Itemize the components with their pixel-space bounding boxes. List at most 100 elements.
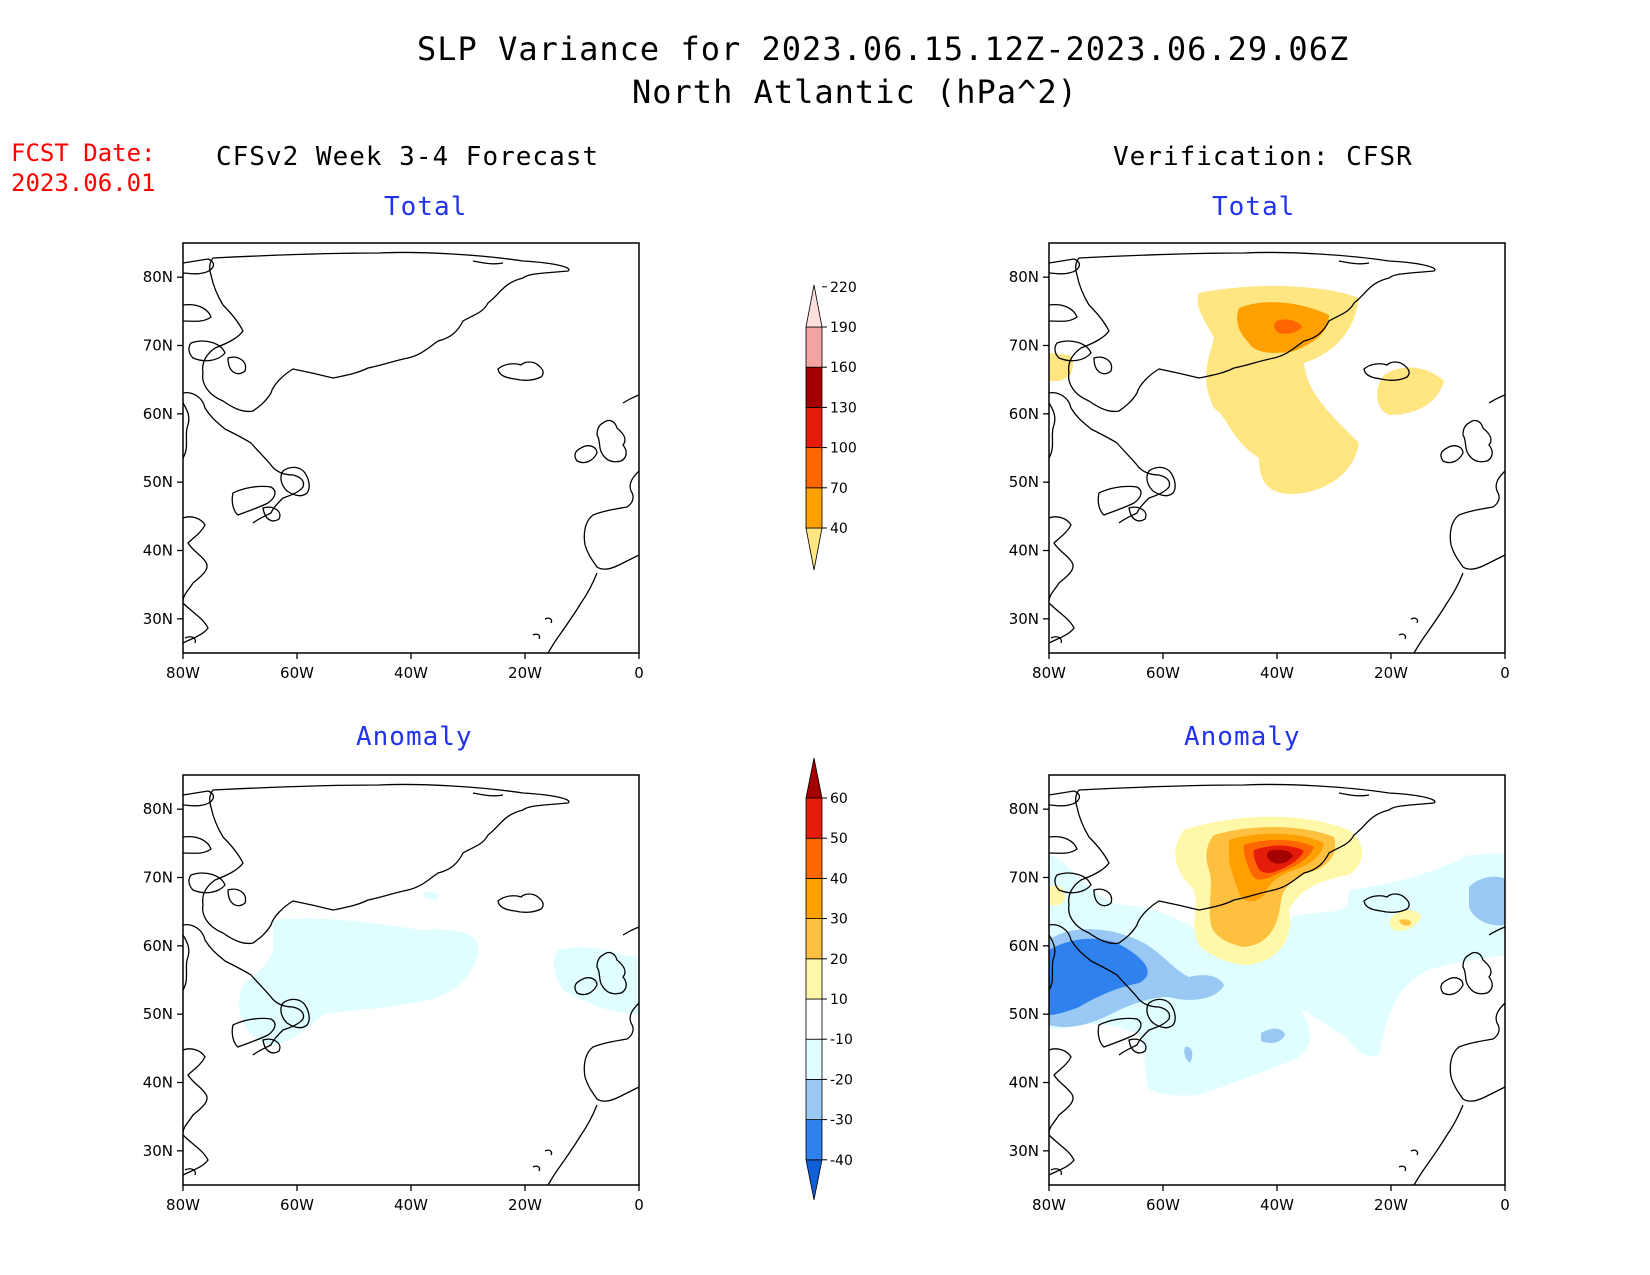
colorbar-tick-label: -10 [830,1032,853,1048]
lat-tick-label: 80N [1009,268,1039,286]
lat-tick-label: 70N [143,869,173,887]
colorbar-tick-label: 60 [830,791,848,807]
lat-tick-label: 50N [143,473,173,491]
colorbar-swatch [805,918,823,960]
lat-tick-label: 50N [1009,473,1039,491]
colorbar-tick-label: 190 [830,320,857,336]
lon-tick-label: 80W [166,1196,200,1214]
colorbar-tick-label: -40 [830,1153,853,1169]
variance-40-70-region [1049,353,1074,381]
colorbar-swatch [805,326,823,368]
verification-total-title: Total [1212,192,1296,222]
forecast-anomaly-title: Anomaly [356,722,473,752]
anomaly-neg30-neg40-region [1049,938,1148,1015]
lat-tick-label: 40N [143,542,173,560]
lat-tick-label: 30N [1009,1142,1039,1160]
forecast-anomaly-map: 80N 70N 60N 50N 40N 30N 80W 60W 40W 20W 0 [143,774,644,1214]
colorbar-tick-label: 10 [830,992,848,1008]
anomaly-neg10-neg20-region [239,918,479,1046]
colorbar-swatch [805,1038,823,1080]
colorbar-swatch [805,837,823,879]
colorbar-tick-label: -30 [830,1113,853,1129]
colorbar-swatch [805,998,823,1040]
lon-tick-label: 40W [1260,1196,1294,1214]
colorbar-tick-label: 50 [830,831,848,847]
colorbar-swatch [805,366,823,408]
colorbar-tick-label: 20 [830,952,848,968]
variance-100-130-region [1274,319,1302,334]
lat-tick-label: 80N [1009,800,1039,818]
verification-total-map: 80N 70N 60N 50N 40N 30N 80W 60W 40W 20W 0 [1009,242,1510,682]
coastlines [182,251,640,654]
colorbar-tick-label: -20 [830,1072,853,1088]
lon-tick-label: 40W [394,1196,428,1214]
variance-40-70-region [1197,286,1359,494]
lat-tick-label: 30N [143,610,173,628]
anomaly-colorbar: -40 -30 -20 -10 10 20 30 40 50 60 [805,757,853,1200]
figure-subtitle: North Atlantic (hPa^2) [632,73,1078,111]
lat-tick-label: 30N [143,1142,173,1160]
lat-tick-label: 70N [1009,337,1039,355]
total-colorbar: 40 70 100 130 160 190 220 [805,280,857,571]
variance-shading [1049,286,1444,494]
lon-tick-label: 60W [280,1196,314,1214]
colorbar-swatch [805,447,823,489]
lat-tick-label: 60N [143,937,173,955]
anomaly-neg20-neg30-region [1469,876,1505,926]
verification-anomaly-map: 80N 70N 60N 50N 40N 30N 80W 60W 40W 20W 0 [1009,774,1510,1214]
anomaly-neg20-neg30-region [1261,1028,1285,1043]
lat-tick-label: 40N [1009,1074,1039,1092]
colorbar-swatch [805,487,823,529]
lat-tick-label: 60N [1009,405,1039,423]
colorbar-tick-label: 160 [830,360,857,376]
lat-tick-label: 70N [1009,869,1039,887]
colorbar-swatch [805,284,823,328]
lon-tick-label: 40W [394,664,428,682]
forecast-column-title: CFSv2 Week 3-4 Forecast [216,142,600,172]
forecast-total-title: Total [384,192,468,222]
anomaly-shading [1049,816,1505,1096]
map-frame [182,242,640,654]
colorbar-swatch [805,527,823,571]
colorbar-swatch [805,757,823,799]
colorbar-swatch [805,1078,823,1120]
lon-tick-label: 60W [1146,1196,1180,1214]
colorbar-swatch [805,1119,823,1161]
colorbar-tick-label: 130 [830,400,857,416]
fcst-date-label: FCST Date: [11,139,156,167]
variance-40-70-region [1377,367,1444,415]
colorbar-tick-label: 100 [830,441,857,457]
lon-tick-label: 80W [1032,664,1066,682]
colorbar-tick-label: 30 [830,912,848,928]
colorbar-swatch [805,1159,823,1200]
lon-tick-label: 80W [166,664,200,682]
lat-tick-label: 30N [1009,610,1039,628]
verification-column-title: Verification: CFSR [1113,142,1413,172]
colorbar-tick-label: 220 [830,280,857,296]
lat-tick-label: 50N [143,1005,173,1023]
lon-tick-label: 20W [1374,1196,1408,1214]
figure-title: SLP Variance for 2023.06.15.12Z-2023.06.… [417,30,1350,68]
lat-tick-label: 40N [1009,542,1039,560]
anomaly-neg20-neg30-region [1184,1046,1193,1063]
lon-tick-label: 0 [1500,664,1510,682]
anomaly-above-60-region [1266,849,1293,864]
lon-tick-label: 0 [1500,1196,1510,1214]
anomaly-20-30-region [1399,919,1412,926]
lon-tick-label: 20W [1374,664,1408,682]
colorbar-swatch [805,878,823,920]
lon-tick-label: 80W [1032,1196,1066,1214]
colorbar-tick-label: 40 [830,521,848,537]
forecast-total-map: 80N 70N 60N 50N 40N 30N 80W 60W 40W 20W 0 [143,242,644,682]
colorbar-swatch [805,407,823,449]
lon-tick-label: 0 [634,664,644,682]
lon-tick-label: 0 [634,1196,644,1214]
lat-tick-label: 80N [143,268,173,286]
colorbar-tick-label: 70 [830,481,848,497]
colorbar-tick-label: 40 [830,871,848,887]
lat-tick-label: 70N [143,337,173,355]
lon-tick-label: 60W [280,664,314,682]
lon-tick-label: 20W [508,664,542,682]
lat-tick-label: 60N [1009,937,1039,955]
lon-tick-label: 60W [1146,664,1180,682]
